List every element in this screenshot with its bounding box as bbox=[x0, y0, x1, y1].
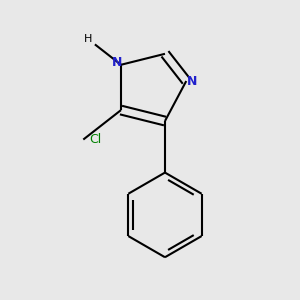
Text: N: N bbox=[111, 56, 122, 69]
Text: Cl: Cl bbox=[89, 133, 101, 146]
Text: N: N bbox=[187, 74, 197, 88]
Text: H: H bbox=[83, 34, 92, 44]
